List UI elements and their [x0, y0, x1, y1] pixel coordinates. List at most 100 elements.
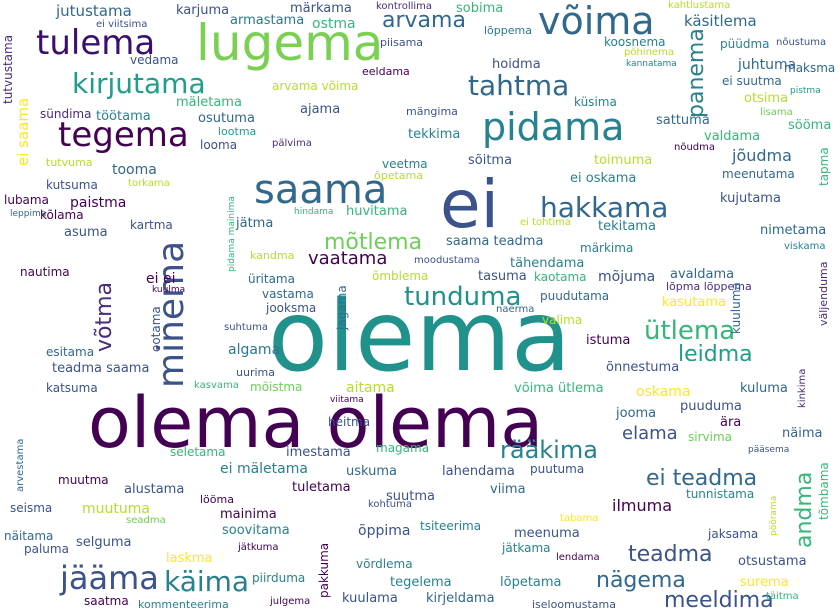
word: jutustama: [56, 2, 132, 20]
word: andma: [792, 471, 817, 548]
word: tapma: [817, 147, 831, 186]
word: sobima: [456, 1, 504, 16]
word: märkama: [290, 1, 352, 16]
word: valdama: [704, 129, 761, 144]
word: kommenteerima: [138, 598, 229, 611]
word: laskma: [166, 551, 213, 566]
word: imestama: [286, 445, 351, 460]
word: tulema: [36, 23, 156, 63]
word: toimuma: [594, 153, 653, 168]
word: tutvuma: [46, 156, 93, 169]
word: tegelema: [390, 575, 452, 590]
word: märkima: [580, 241, 634, 255]
word: puutuma: [530, 462, 585, 476]
word: lööma: [200, 493, 234, 506]
word: võrdlema: [356, 557, 413, 571]
word: nõustuma: [776, 37, 827, 48]
word: huvitama: [346, 204, 408, 219]
word: kasvama: [194, 380, 239, 391]
word: olema: [268, 280, 571, 394]
word: lootma: [218, 125, 257, 138]
word: kaotama: [534, 270, 587, 284]
word: mõjuma: [598, 269, 656, 285]
word: kirjutama: [72, 67, 206, 100]
word: kahtlustama: [668, 0, 731, 11]
word: pistma: [790, 86, 821, 96]
word: tutvustama: [1, 34, 15, 104]
word: lõppema: [484, 24, 532, 37]
word: alustama: [124, 482, 185, 497]
word: oskama: [636, 384, 691, 400]
word: jääma: [60, 559, 159, 597]
word: tuletama: [292, 480, 351, 495]
word: ostma: [312, 16, 356, 32]
word: osutuma: [198, 111, 255, 126]
word: näitama: [4, 529, 54, 543]
word: seisma: [10, 501, 53, 515]
word: jooksma: [266, 301, 317, 315]
word: leppima: [10, 209, 47, 219]
word: kandma: [250, 249, 295, 262]
word: nautima: [20, 265, 70, 279]
word: ära: [720, 415, 742, 430]
word: kohtuma: [368, 499, 413, 510]
word: panema: [684, 28, 709, 118]
word: küsima: [574, 95, 617, 109]
word: mängima: [406, 105, 458, 118]
word: karjuma: [176, 3, 230, 18]
word: kuulma: [152, 285, 186, 295]
word: ei mäletama: [220, 461, 308, 477]
word: jätkama: [502, 541, 551, 555]
word: jätkuma: [238, 542, 279, 553]
word: tõmbama: [817, 462, 831, 520]
word: põhinema: [624, 47, 674, 58]
word: saama teadma: [446, 234, 544, 249]
word: lisama: [760, 107, 793, 118]
word: vaatama: [308, 248, 388, 269]
word: vedama: [130, 53, 179, 67]
word: muutma: [58, 473, 109, 487]
word: kujutama: [720, 191, 781, 206]
word: elama: [622, 423, 678, 444]
word: naerma: [496, 304, 535, 315]
word: pidama mainima: [227, 196, 237, 272]
word: õnnestuma: [606, 360, 680, 375]
word: tunnistama: [686, 487, 755, 501]
word: kartma: [130, 218, 173, 232]
word: tasuma: [478, 269, 527, 284]
word: sõitma: [468, 153, 513, 168]
word: magama: [376, 441, 430, 455]
word: lendama: [556, 552, 600, 563]
word: piisama: [380, 36, 424, 49]
word: käima: [164, 565, 250, 598]
word: veetma: [382, 157, 428, 171]
word: leidma: [678, 342, 753, 367]
word: viskama: [784, 241, 826, 252]
word: õpetama: [374, 169, 423, 182]
word: võima ütlema: [514, 381, 604, 396]
word: kuuluma: [729, 282, 743, 334]
word: kirjeldama: [426, 591, 495, 606]
word: rääkima: [500, 436, 598, 464]
word: arvama võima: [272, 79, 359, 93]
word: tabama: [560, 513, 599, 524]
word: pälvima: [272, 138, 312, 149]
word: heitma: [328, 415, 371, 429]
word: paluma: [24, 542, 69, 556]
word: ei tohtima: [520, 217, 572, 228]
word: seadma: [126, 515, 166, 526]
word: viima: [490, 482, 526, 497]
word: koosnema: [604, 35, 666, 49]
word: õmblema: [372, 269, 429, 283]
word: armastama: [230, 13, 305, 28]
word: nõudma: [674, 142, 716, 153]
word: puuduma: [680, 399, 742, 414]
word: kontrollima: [376, 1, 433, 12]
word: tekkima: [408, 127, 461, 142]
word: mäletama: [176, 95, 242, 110]
word: olema olema: [88, 382, 544, 464]
word: üritama: [248, 272, 295, 286]
word: viitama: [330, 395, 364, 405]
word: selguma: [76, 535, 132, 550]
